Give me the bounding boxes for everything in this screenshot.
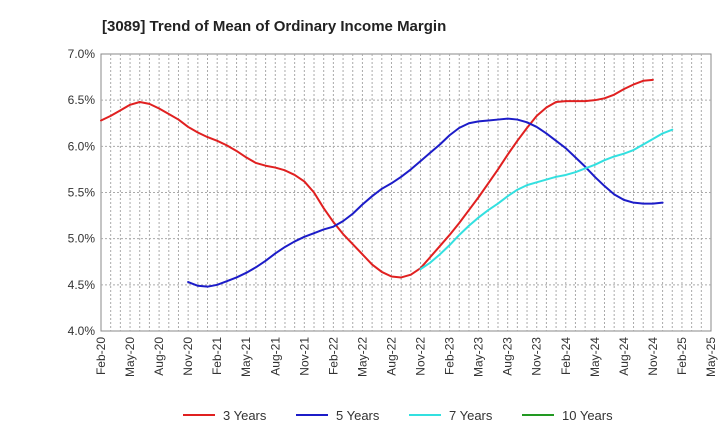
x-tick-label: Nov-23 [530, 337, 544, 376]
y-axis-ticks: 4.0% 4.5% 5.0% 5.5% 6.0% 6.5% 7.0% [68, 47, 96, 338]
x-tick-label: Aug-23 [501, 337, 515, 376]
y-tick-label: 4.0% [68, 324, 96, 338]
x-tick-label: Nov-21 [297, 337, 311, 376]
y-tick-label: 5.5% [68, 186, 96, 200]
legend-label-3-years: 3 Years [223, 408, 267, 423]
legend-label-10-years: 10 Years [562, 408, 613, 423]
x-tick-label: Feb-20 [94, 337, 108, 375]
x-tick-label: Feb-21 [210, 337, 224, 375]
series-lines [100, 78, 674, 288]
x-tick-label: Nov-20 [181, 337, 195, 376]
x-tick-label: Aug-20 [152, 337, 166, 376]
x-tick-label: May-20 [123, 337, 137, 377]
grid [101, 54, 711, 331]
x-tick-label: May-23 [472, 337, 486, 377]
series-line-3-years [100, 78, 654, 279]
y-tick-label: 5.0% [68, 232, 96, 246]
x-tick-label: Aug-22 [384, 337, 398, 376]
y-tick-label: 6.0% [68, 139, 96, 153]
chart-title: [3089] Trend of Mean of Ordinary Income … [102, 18, 446, 35]
x-tick-label: Aug-21 [268, 337, 282, 376]
y-tick-label: 6.5% [68, 93, 96, 107]
x-tick-label: Nov-22 [414, 337, 428, 376]
y-tick-label: 7.0% [68, 47, 96, 61]
x-tick-label: May-24 [588, 337, 602, 377]
x-tick-label: Feb-25 [675, 337, 689, 375]
legend-label-5-years: 5 Years [336, 408, 380, 423]
series-line-7-years [419, 128, 674, 271]
x-tick-label: Nov-24 [646, 337, 660, 376]
x-axis-ticks: Feb-20 May-20 Aug-20 Nov-20 Feb-21 May-21 Aug-… [94, 337, 718, 377]
x-tick-label: Feb-22 [326, 337, 340, 375]
x-tick-label: May-22 [355, 337, 369, 377]
y-tick-label: 4.5% [68, 278, 96, 292]
x-tick-label: Aug-24 [617, 337, 631, 376]
x-tick-label: Feb-24 [559, 337, 573, 375]
x-tick-label: Feb-23 [443, 337, 457, 375]
series-line-5-years [187, 117, 664, 288]
legend-label-7-years: 7 Years [449, 408, 493, 423]
x-tick-label: May-25 [704, 337, 718, 377]
x-tick-label: May-21 [239, 337, 253, 377]
legend: 3 Years 5 Years 7 Years 10 Years [183, 408, 613, 423]
